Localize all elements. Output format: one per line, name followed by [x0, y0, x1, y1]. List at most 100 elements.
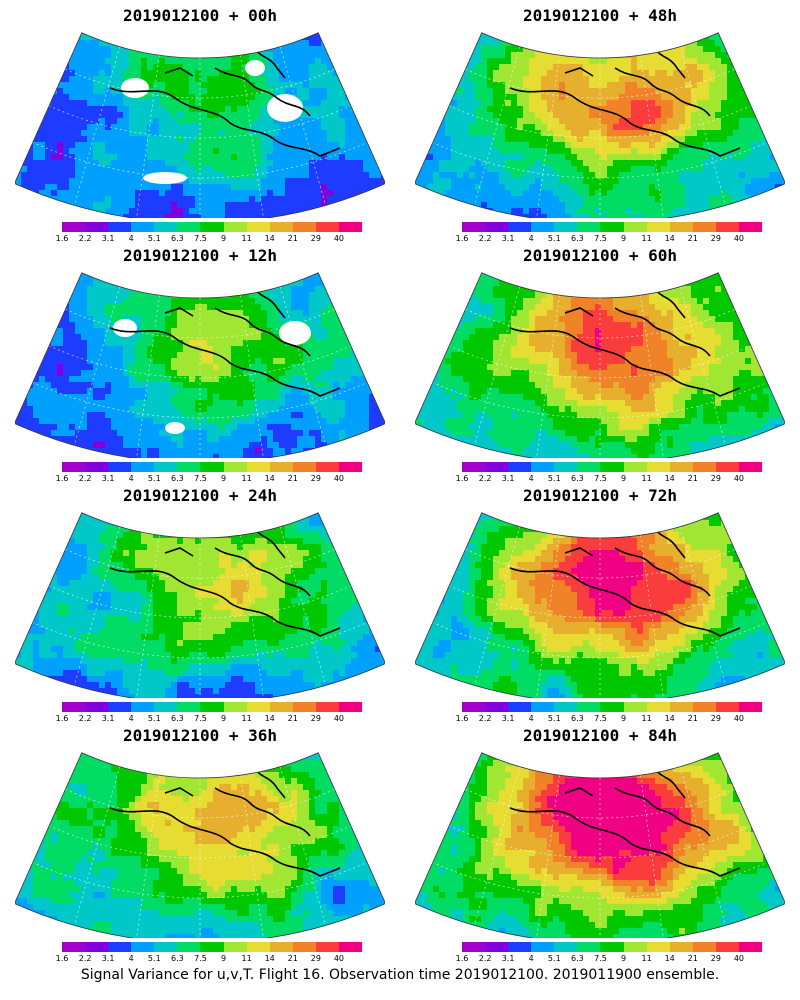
colorbar-tick-label: 40 [733, 714, 745, 723]
colorbar [62, 942, 363, 952]
colorbar-segment [62, 702, 86, 712]
colorbar-tick-label: 29 [310, 714, 321, 723]
colorbar-segment [315, 942, 339, 952]
colorbar-segment [200, 942, 224, 952]
colorbar-tick-label: 40 [333, 234, 345, 243]
no-data-patch [165, 422, 185, 434]
colorbar-tick-label: 3.1 [101, 474, 115, 483]
panel-title: 2019012100 + 60h [522, 246, 678, 265]
meridian-line [134, 45, 162, 218]
colorbar-tick-label: 21 [687, 954, 698, 963]
colorbar-segment [338, 462, 363, 472]
parallel-line [415, 512, 785, 619]
colorbar-tick-label: 21 [287, 234, 298, 243]
colorbar-tick-label: 7.5 [594, 954, 607, 963]
colorbar-segment [223, 702, 247, 712]
meridian-line [471, 276, 523, 455]
colorbar-segment [246, 462, 270, 472]
colorbar-tick-label: 1.6 [455, 234, 469, 243]
colorbar-tick-label: 6.3 [171, 954, 184, 963]
coastline [509, 287, 741, 397]
colorbar-segment [177, 462, 201, 472]
colorbar-labels: 1.6 2.2 3.1 4 5.1 6.3 7.5 9 11 14 21 29 40 [56, 234, 362, 244]
colorbar-tick-label: 29 [310, 954, 321, 963]
meridian-line [277, 276, 329, 455]
colorbar-tick-label: 7.5 [194, 954, 207, 963]
colorbar-tick-label: 14 [264, 474, 275, 483]
colorbar-segment [462, 222, 486, 232]
colorbar-tick-label: 9 [220, 234, 227, 243]
colorbar-tick-label: 6.3 [171, 714, 184, 723]
parallel-line [15, 32, 385, 139]
colorbar-tick-label: 5.1 [147, 474, 161, 483]
colorbar-tick-label: 11 [641, 234, 652, 243]
no-data-patch [267, 94, 303, 122]
colorbar-labels: 1.6 2.2 3.1 4 5.1 6.3 7.5 9 11 14 21 29 40 [56, 954, 362, 964]
colorbar-tick-label: 4 [128, 234, 134, 243]
forecast-panel: 2019012100 + 84h 1.6 2.2 3.1 4 5.1 6.3 7.5 9 11 14… [400, 720, 800, 963]
colorbar-tick-label: 29 [710, 954, 721, 963]
colorbar-tick-label: 14 [264, 954, 275, 963]
meridian-line [134, 765, 162, 938]
colorbar-segment [623, 942, 647, 952]
colorbar-segment [485, 462, 509, 472]
colorbar-tick-label: 21 [687, 234, 698, 243]
colorbar-segment [531, 942, 555, 952]
colorbar-segment [85, 222, 109, 232]
no-data-patch [143, 172, 187, 184]
colorbar-segment [508, 462, 532, 472]
colorbar-tick-label: 14 [264, 714, 275, 723]
meridian-line [534, 525, 562, 698]
colorbar-tick-label: 11 [241, 714, 252, 723]
coastline [109, 287, 341, 397]
colorbar-tick-label: 3.1 [501, 714, 515, 723]
panel-title: 2019012100 + 36h [122, 726, 278, 745]
colorbar-segment [646, 462, 670, 472]
colorbar [462, 942, 763, 952]
meridian-line [638, 285, 666, 458]
colorbar-segment [738, 702, 763, 712]
colorbar-segment [269, 702, 293, 712]
colorbar-tick-label: 9 [220, 954, 227, 963]
colorbar-tick-label: 5.1 [147, 234, 161, 243]
colorbar-segment [669, 462, 693, 472]
map-boundary [15, 32, 385, 218]
colorbar-segment [131, 222, 155, 232]
colorbar [462, 222, 763, 232]
colorbar-tick-label: 5.1 [547, 954, 561, 963]
colorbar-labels: 1.6 2.2 3.1 4 5.1 6.3 7.5 9 11 14 21 29 40 [456, 234, 762, 244]
colorbar-segment [577, 942, 601, 952]
colorbar-segment [131, 462, 155, 472]
colorbar-segment [554, 462, 578, 472]
colorbar-tick-label: 40 [333, 954, 345, 963]
meridian-line [471, 756, 523, 935]
panel-title: 2019012100 + 84h [522, 726, 678, 745]
colorbar-tick-label: 11 [641, 474, 652, 483]
colorbar-tick-label: 7.5 [594, 714, 607, 723]
meridian-line [534, 765, 562, 938]
colorbar-segment [715, 702, 739, 712]
coastline [509, 767, 741, 877]
map-boundary [15, 752, 385, 938]
colorbar-segment [200, 462, 224, 472]
colorbar-segment [154, 462, 178, 472]
coastline [109, 767, 341, 877]
colorbar-tick-label: 3.1 [101, 714, 115, 723]
colorbar-tick-label: 2.2 [478, 954, 492, 963]
colorbar-segment [200, 222, 224, 232]
colorbar-tick-label: 40 [733, 234, 745, 243]
colorbar-tick-label: 9 [620, 474, 627, 483]
meridian-line [534, 285, 562, 458]
colorbar-segment [646, 222, 670, 232]
colorbar-tick-label: 9 [220, 714, 227, 723]
colorbar-tick-label: 40 [333, 714, 345, 723]
panel-title: 2019012100 + 00h [122, 6, 278, 25]
colorbar-segment [577, 702, 601, 712]
colorbar-tick-label: 5.1 [547, 474, 561, 483]
map-plot [15, 512, 385, 698]
meridian-line [71, 276, 123, 455]
colorbar-segment [338, 222, 363, 232]
colorbar-segment [292, 942, 316, 952]
colorbar-tick-label: 4 [128, 474, 134, 483]
colorbar-segment [738, 942, 763, 952]
